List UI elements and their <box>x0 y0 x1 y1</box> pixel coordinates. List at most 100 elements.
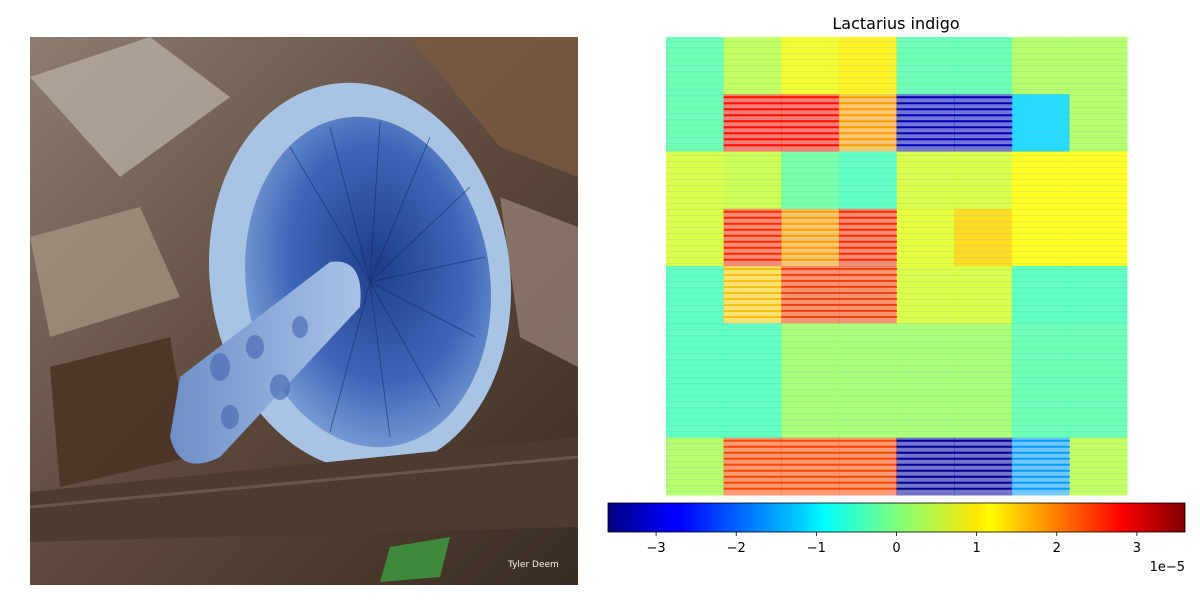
scan-line <box>666 443 1127 444</box>
heatmap-cell-6-3 <box>838 380 897 439</box>
scan-line <box>666 155 1127 156</box>
green-leaf <box>380 537 450 582</box>
heatmap-stripe <box>781 463 840 466</box>
scan-line <box>666 149 1127 150</box>
scan-line <box>666 209 1127 210</box>
heatmap-stripe <box>896 120 955 123</box>
heatmap-stripe <box>781 108 840 111</box>
heatmap-stripe <box>1011 457 1070 460</box>
scan-line <box>666 371 1127 372</box>
heatmap-stripe <box>838 138 897 141</box>
heatmap-cell-0-1 <box>723 37 782 95</box>
heatmap-stripe <box>954 439 1013 442</box>
heatmap-stripe <box>723 292 782 294</box>
heatmap-stripe <box>954 126 1013 129</box>
heatmap-stripe <box>781 268 840 270</box>
heatmap-stripe <box>781 304 840 306</box>
heatmap-cell-0-7 <box>1069 37 1128 95</box>
heatmap-cell-6-5 <box>954 380 1013 439</box>
scan-line <box>666 77 1127 78</box>
heatmap-stripe <box>723 487 782 490</box>
heatmap-cell-5-4 <box>896 323 955 381</box>
heatmap-stripe <box>838 222 897 225</box>
scan-line <box>666 119 1127 120</box>
colorbar-tick-label: −1 <box>807 541 826 556</box>
heatmap-stripe <box>723 268 782 270</box>
heatmap-cell-7-0 <box>666 437 725 496</box>
heatmap-stripe <box>954 469 1013 472</box>
heatmap-cell-5-3 <box>838 323 897 381</box>
scan-line <box>666 197 1127 198</box>
scan-line <box>666 83 1127 84</box>
heatmap-stripe <box>781 487 840 490</box>
scan-line <box>666 179 1127 180</box>
heatmap-cell-3-6 <box>1011 208 1070 267</box>
heatmap-stripe <box>954 487 1013 490</box>
heatmap-stripe <box>781 144 840 147</box>
heatmap-stripe <box>781 222 840 225</box>
heatmap-stripe <box>1011 481 1070 484</box>
heatmap-stripe <box>838 274 897 276</box>
heatmap-cell-3-5 <box>954 208 1013 267</box>
scan-line <box>666 203 1127 204</box>
heatmap-cell-4-7 <box>1069 266 1128 324</box>
heatmap-cell-5-1 <box>723 323 782 381</box>
heatmap-stripe <box>723 132 782 135</box>
heatmap-stripe <box>1011 445 1070 448</box>
heatmap-stripe <box>954 144 1013 147</box>
heatmap-stripe <box>838 292 897 294</box>
heatmap-stripe <box>838 126 897 129</box>
scan-line <box>666 101 1127 102</box>
heatmap-cell-0-0 <box>666 37 725 95</box>
heatmap-stripe <box>723 298 782 300</box>
heatmap-stripe <box>781 292 840 294</box>
scan-line <box>666 287 1127 288</box>
heatmap-stripe <box>781 102 840 105</box>
heatmap-stripe <box>838 316 897 318</box>
heatmap-stripe <box>723 138 782 141</box>
heatmap-stripe <box>781 126 840 129</box>
gill-lines <box>289 121 486 438</box>
colorbar-tick-label: −2 <box>727 541 746 556</box>
scan-line <box>666 329 1127 330</box>
heatmap-cell-1-7 <box>1069 94 1128 152</box>
heatmap-stripe <box>896 469 955 472</box>
scan-line <box>666 251 1127 252</box>
scan-line <box>666 263 1127 264</box>
heatmap-stripe <box>896 481 955 484</box>
scan-line <box>666 233 1127 234</box>
heatmap-stripe <box>723 102 782 105</box>
heatmap-stripe <box>723 120 782 123</box>
heatmap-cell-4-5 <box>954 266 1013 324</box>
scan-line <box>666 275 1127 276</box>
scan-line <box>666 419 1127 420</box>
mushroom-photo: Tyler Deem <box>30 37 578 585</box>
scan-line <box>666 257 1127 258</box>
colorbar-offset-label: 1e−5 <box>1150 560 1185 575</box>
heatmap-cell-2-6 <box>1011 151 1070 210</box>
photo-watermark: Tyler Deem <box>507 560 559 570</box>
scan-line <box>666 293 1127 294</box>
scan-line <box>666 425 1127 426</box>
heatmap-cell-4-6 <box>1011 266 1070 324</box>
heatmap-stripe <box>954 108 1013 111</box>
colorbar-tick-label: 0 <box>892 541 900 556</box>
scan-line <box>666 131 1127 132</box>
heatmap-stripe <box>838 144 897 147</box>
heatmap-stripe <box>723 463 782 466</box>
heatmap-stripe <box>1011 451 1070 454</box>
scan-line <box>666 323 1127 324</box>
heatmap-cell-2-0 <box>666 151 725 210</box>
scan-line <box>666 305 1127 306</box>
heatmap-stripe <box>954 132 1013 135</box>
heatmap-stripe <box>954 102 1013 105</box>
scan-line <box>666 161 1127 162</box>
scan-line <box>666 41 1127 42</box>
scan-line <box>666 53 1127 54</box>
colorbar <box>607 502 1186 533</box>
heatmap-stripe <box>1011 469 1070 472</box>
scan-line <box>666 461 1127 462</box>
scan-line <box>666 311 1127 312</box>
heatmap-cell-6-1 <box>723 380 782 439</box>
heatmap-stripe <box>896 463 955 466</box>
